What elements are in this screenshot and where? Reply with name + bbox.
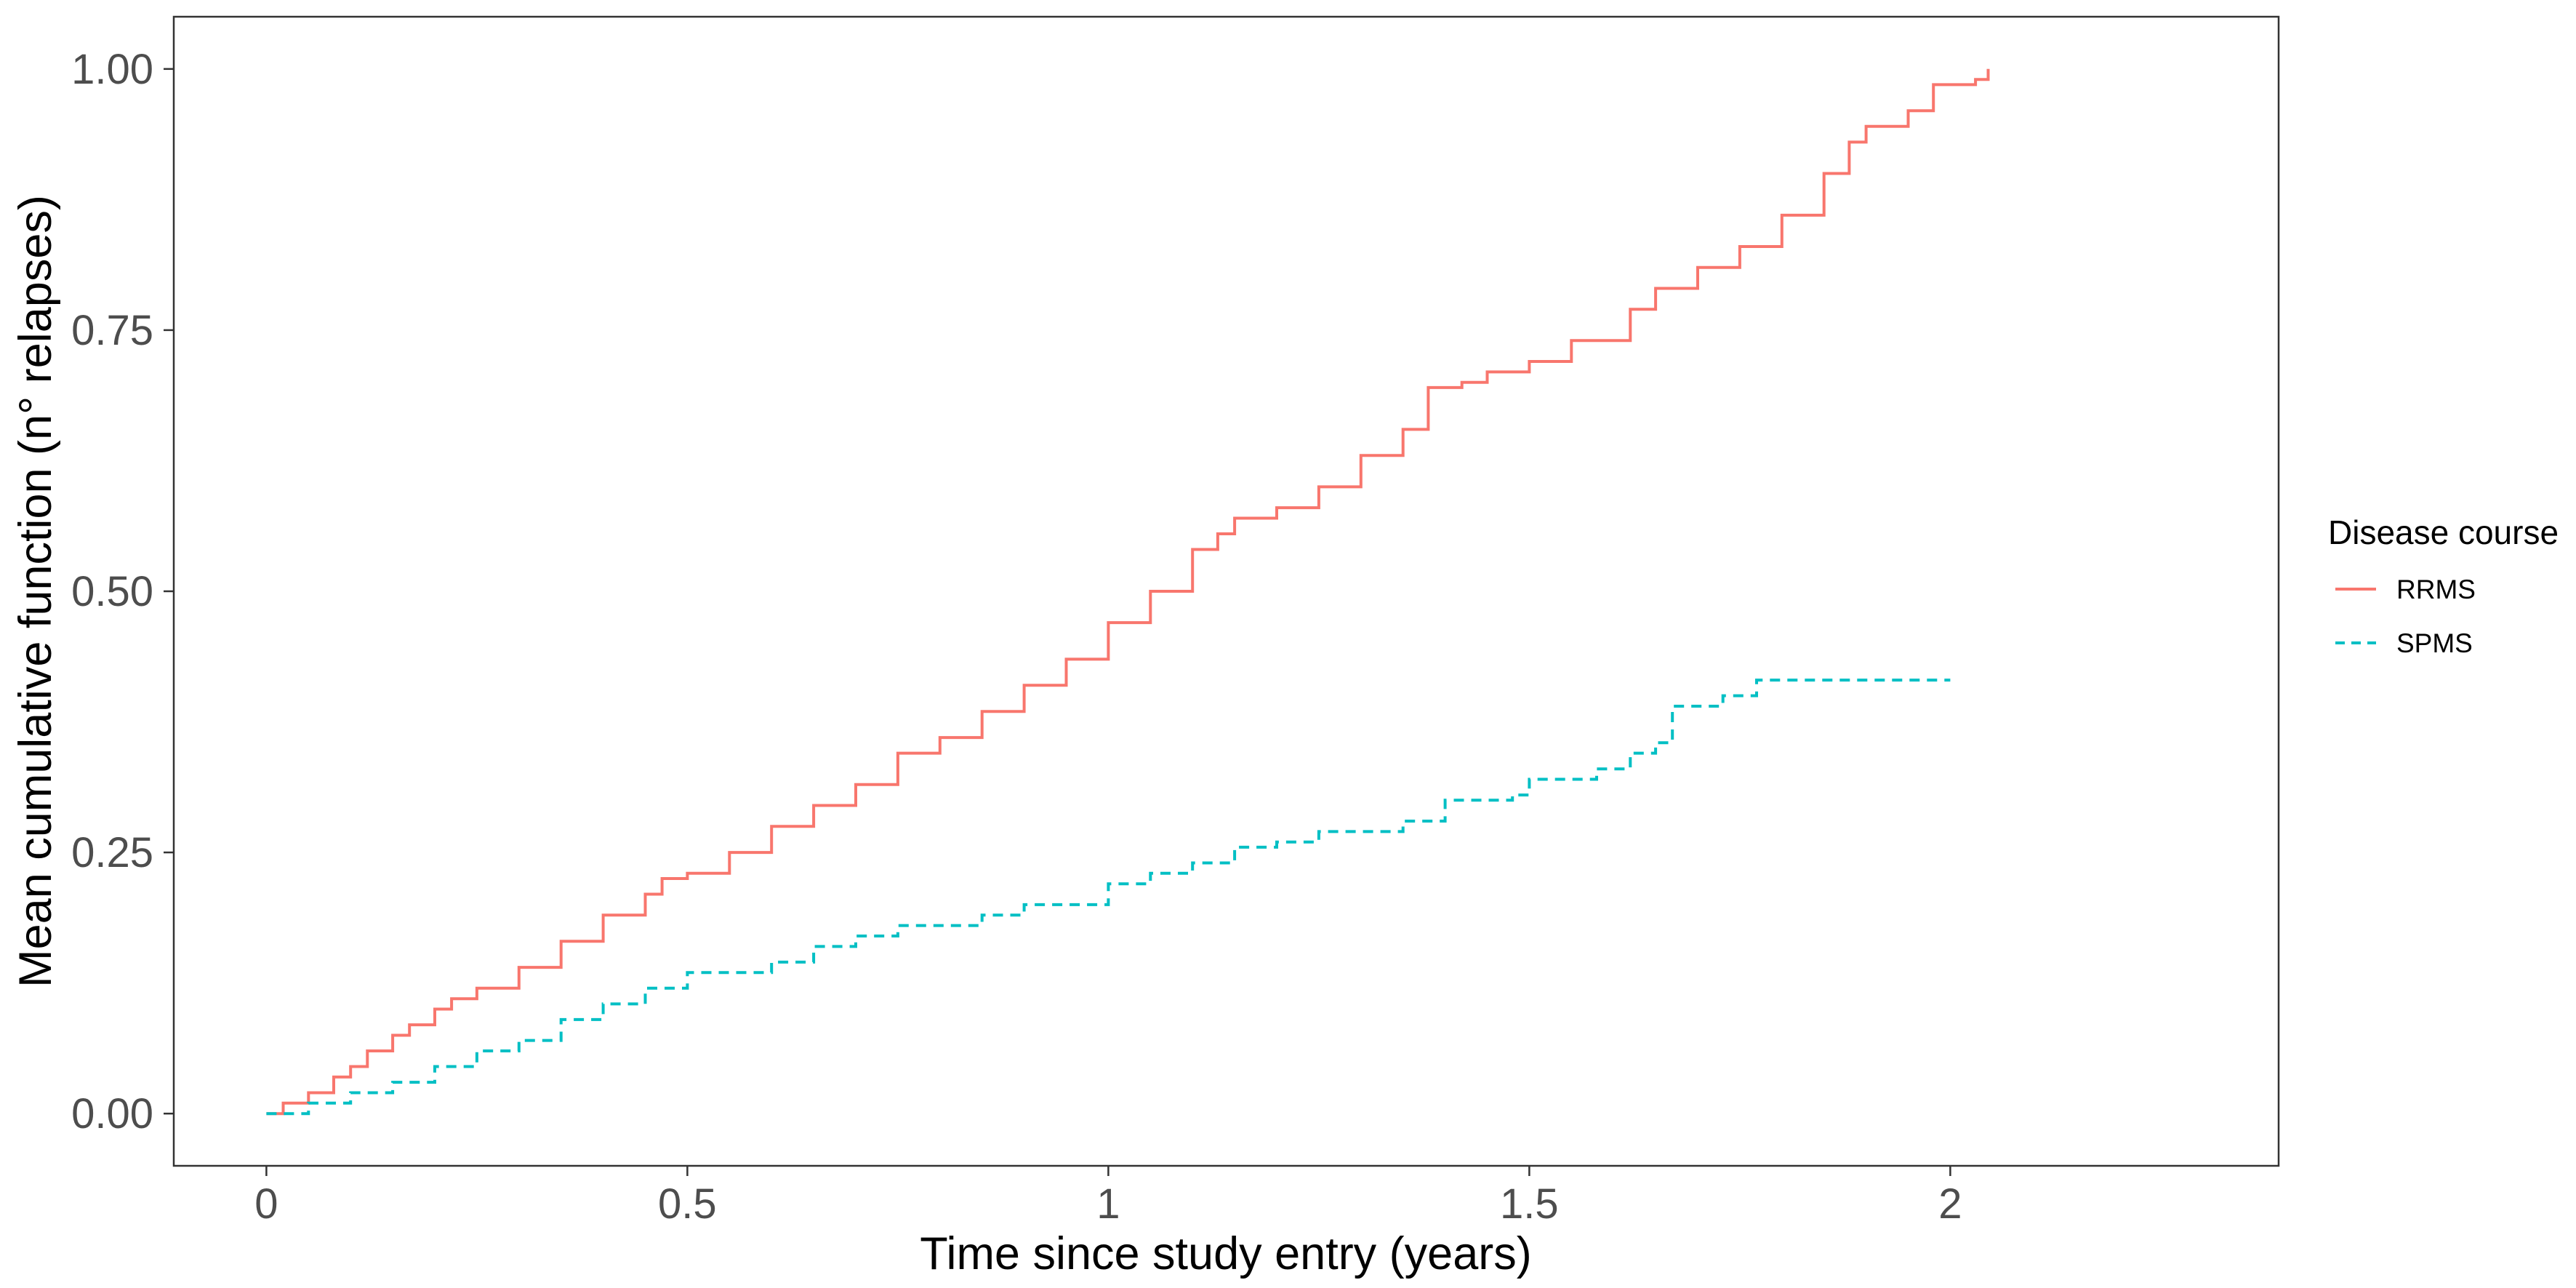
- legend: Disease course RRMS SPMS: [2328, 513, 2559, 658]
- x-tick-label: 0: [254, 1180, 278, 1228]
- x-tick-label: 1: [1096, 1180, 1120, 1228]
- legend-label-rrms: RRMS: [2396, 575, 2476, 604]
- plot-panel: [172, 15, 2280, 1167]
- y-tick-label: 0.00: [71, 1090, 153, 1137]
- x-tick-label: 1.5: [1500, 1180, 1559, 1228]
- x-tick-label: 0.5: [658, 1180, 717, 1228]
- series-line-rrms: [266, 68, 1990, 1116]
- y-axis-title: Mean cumulative function (n° relapses): [10, 195, 61, 988]
- y-tick-label: 0.75: [71, 307, 153, 354]
- series-line-spms: [266, 679, 1951, 1116]
- y-tick-label: 1.00: [71, 46, 153, 93]
- x-tick-label: 2: [1938, 1180, 1962, 1228]
- x-axis-title: Time since study entry (years): [920, 1228, 1531, 1279]
- legend-label-spms: SPMS: [2396, 628, 2473, 658]
- legend-title: Disease course: [2328, 513, 2559, 551]
- y-axis: 0.00 0.25 0.50 0.75 1.00: [71, 46, 174, 1137]
- y-tick-label: 0.25: [71, 829, 153, 876]
- y-tick-label: 0.50: [71, 568, 153, 615]
- series-layer: [266, 68, 1990, 1116]
- x-axis: 0 0.5 1 1.5 2: [254, 1166, 1962, 1228]
